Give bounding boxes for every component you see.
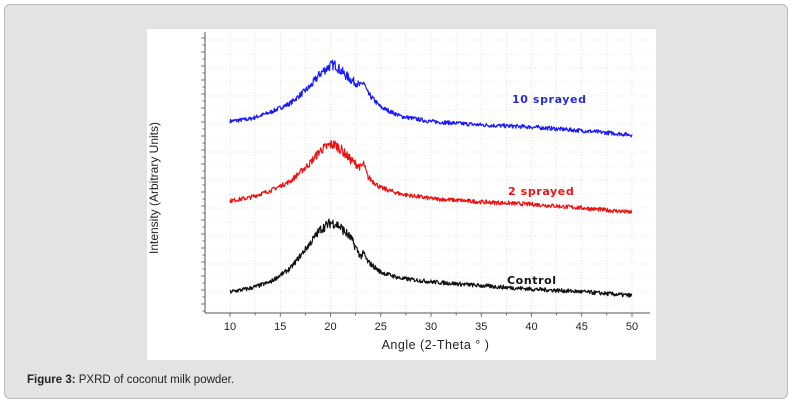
x-tick-label: 25 bbox=[375, 321, 387, 333]
x-tick-label: 30 bbox=[425, 321, 437, 333]
x-tick-label: 50 bbox=[626, 321, 638, 333]
x-tick-label: 10 bbox=[224, 321, 236, 333]
caption-text: PXRD of coconut milk powder. bbox=[75, 374, 235, 386]
series-label: 10 sprayed bbox=[512, 93, 587, 106]
caption-label: Figure 3: bbox=[27, 374, 76, 386]
figure-frame: Figure 3: PXRD of coconut milk powder. bbox=[4, 4, 788, 399]
series-label: 2 sprayed bbox=[508, 185, 574, 198]
series-line-2-sprayed bbox=[229, 140, 633, 214]
series-line-control bbox=[229, 218, 633, 298]
x-tick-label: 45 bbox=[576, 321, 588, 333]
x-tick-label: 40 bbox=[525, 321, 537, 333]
y-axis-label: Intensity (Arbitrary Units) bbox=[147, 122, 161, 254]
x-tick-label: 20 bbox=[324, 321, 336, 333]
series-line-10-sprayed bbox=[229, 59, 633, 138]
series-label: Control bbox=[507, 274, 557, 287]
figure-caption: Figure 3: PXRD of coconut milk powder. bbox=[27, 374, 234, 386]
x-tick-label: 15 bbox=[274, 321, 286, 333]
x-tick-label: 35 bbox=[475, 321, 487, 333]
x-axis-label: Angle (2-Theta ° ) bbox=[382, 338, 490, 352]
